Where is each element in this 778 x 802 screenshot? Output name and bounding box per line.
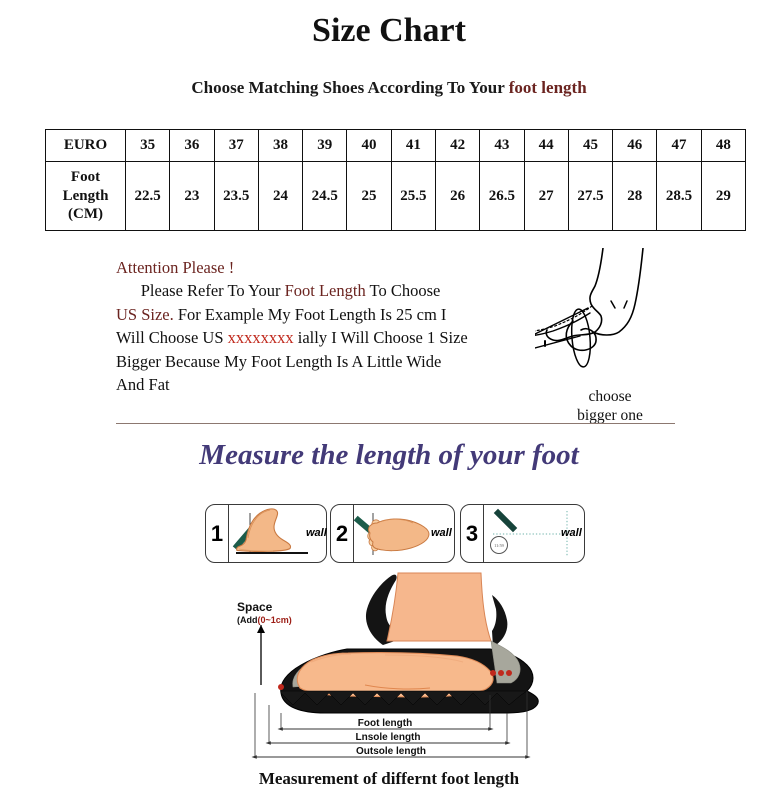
svg-text:11:59: 11:59 — [494, 543, 504, 548]
svg-text:Outsole length: Outsole length — [356, 746, 426, 757]
svg-text:Lnsole length: Lnsole length — [356, 732, 421, 743]
svg-text:Foot length: Foot length — [358, 718, 412, 729]
svg-text:Space: Space — [237, 600, 273, 614]
svg-text:(Add(0~1cm): (Add(0~1cm) — [237, 615, 292, 625]
